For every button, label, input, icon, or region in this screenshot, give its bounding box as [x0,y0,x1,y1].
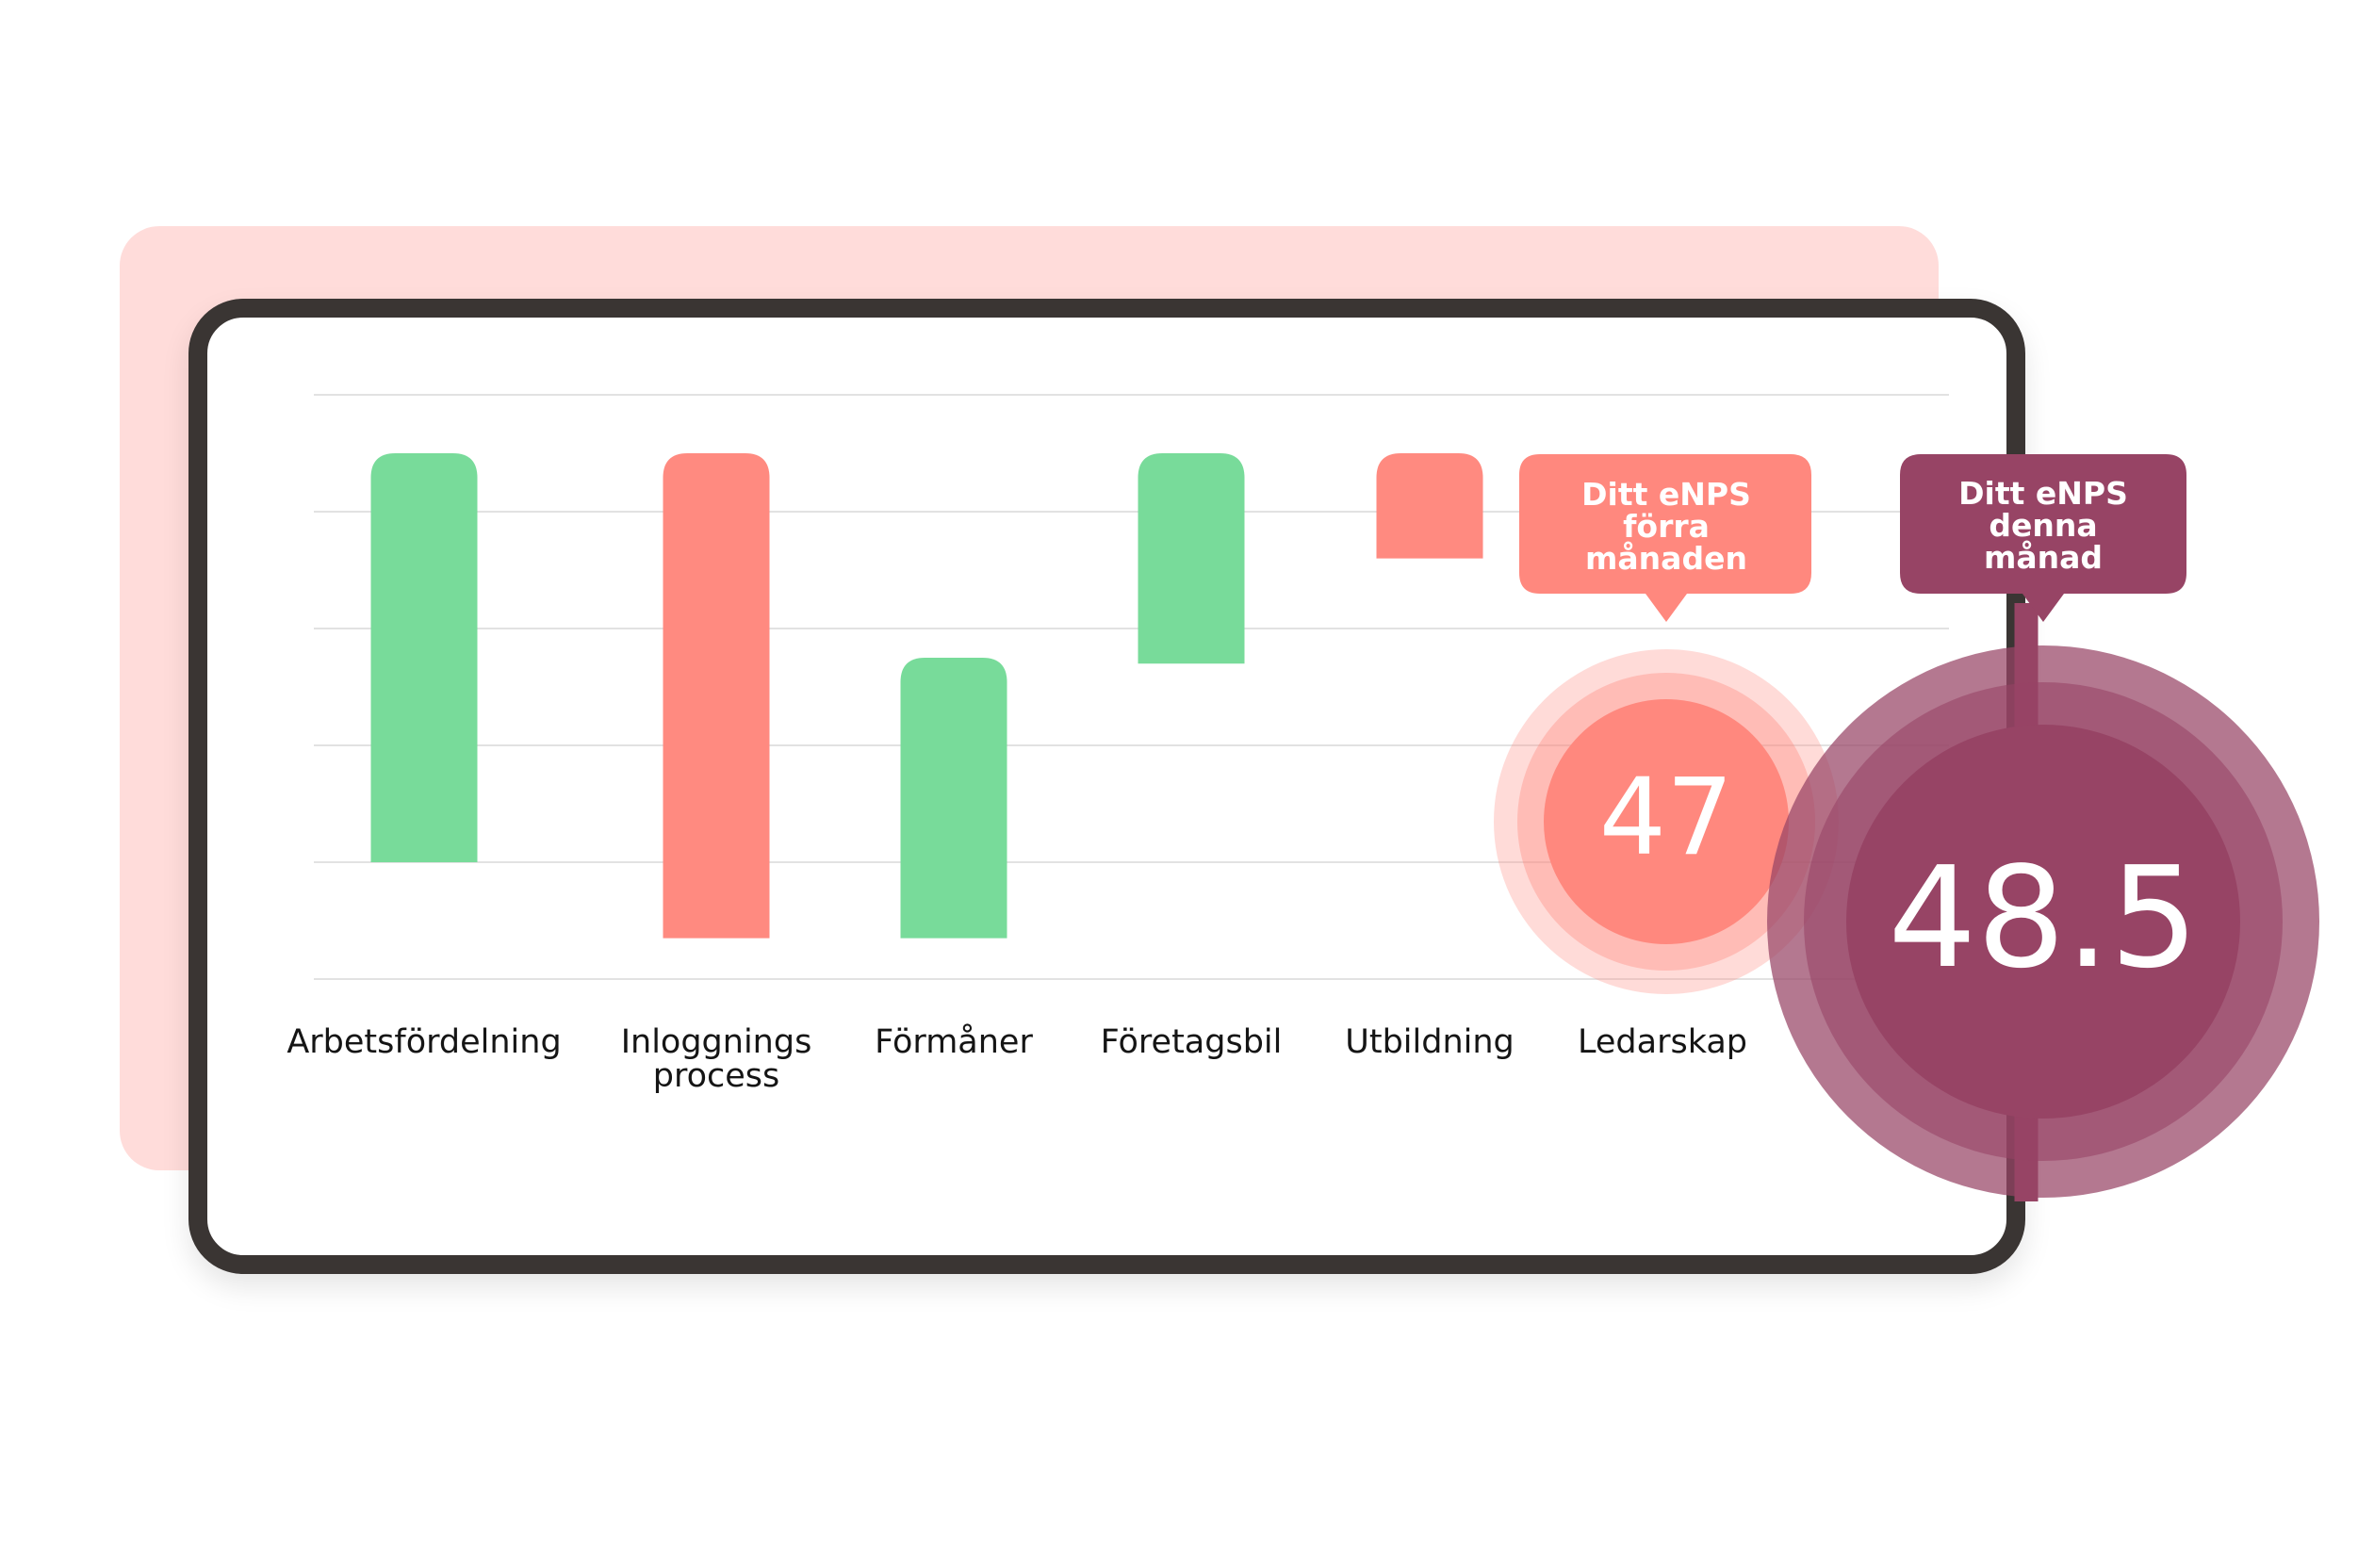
previous-score-value: 47 [1599,757,1734,879]
bar-5 [1376,453,1483,559]
category-label-6: Ledarskap [1578,1023,1747,1061]
current-score-value: 48.5 [1888,837,2199,999]
bar-2 [663,453,770,939]
previous-badge-line-2: förra [1623,508,1710,545]
bar-1 [370,453,478,862]
current-score-circle [1846,725,2240,1119]
current-badge-shape [1900,454,2186,622]
category-label-3: Förmåner [875,1022,1033,1061]
current-score-group: 48.5 [1767,603,2319,1201]
previous-score-group: 47 [1494,649,1839,994]
category-label-5: Utbildning [1345,1023,1515,1061]
current-badge-line-3: månad [1984,539,2103,576]
current-month-badge: Ditt eNPS denna månad [1900,454,2186,622]
current-badge-line-2: denna [1989,507,2097,544]
category-label-2-line-1: Inloggnings [621,1023,812,1061]
category-label-4: Företagsbil [1101,1023,1283,1061]
previous-badge-line-3: månaden [1585,540,1747,577]
previous-month-badge: Ditt eNPS förra månaden [1519,454,1811,622]
bar-4 [1138,453,1245,664]
category-label-2-line-2: process [653,1057,780,1095]
current-badge-line-1: Ditt eNPS [1958,475,2128,512]
bar-3 [900,658,1007,939]
bars [370,453,1483,939]
previous-score-circle [1544,699,1789,944]
previous-badge-shape [1519,454,1811,622]
category-label-1: Arbetsfördelning [287,1023,561,1061]
previous-badge-line-1: Ditt eNPS [1581,476,1751,513]
